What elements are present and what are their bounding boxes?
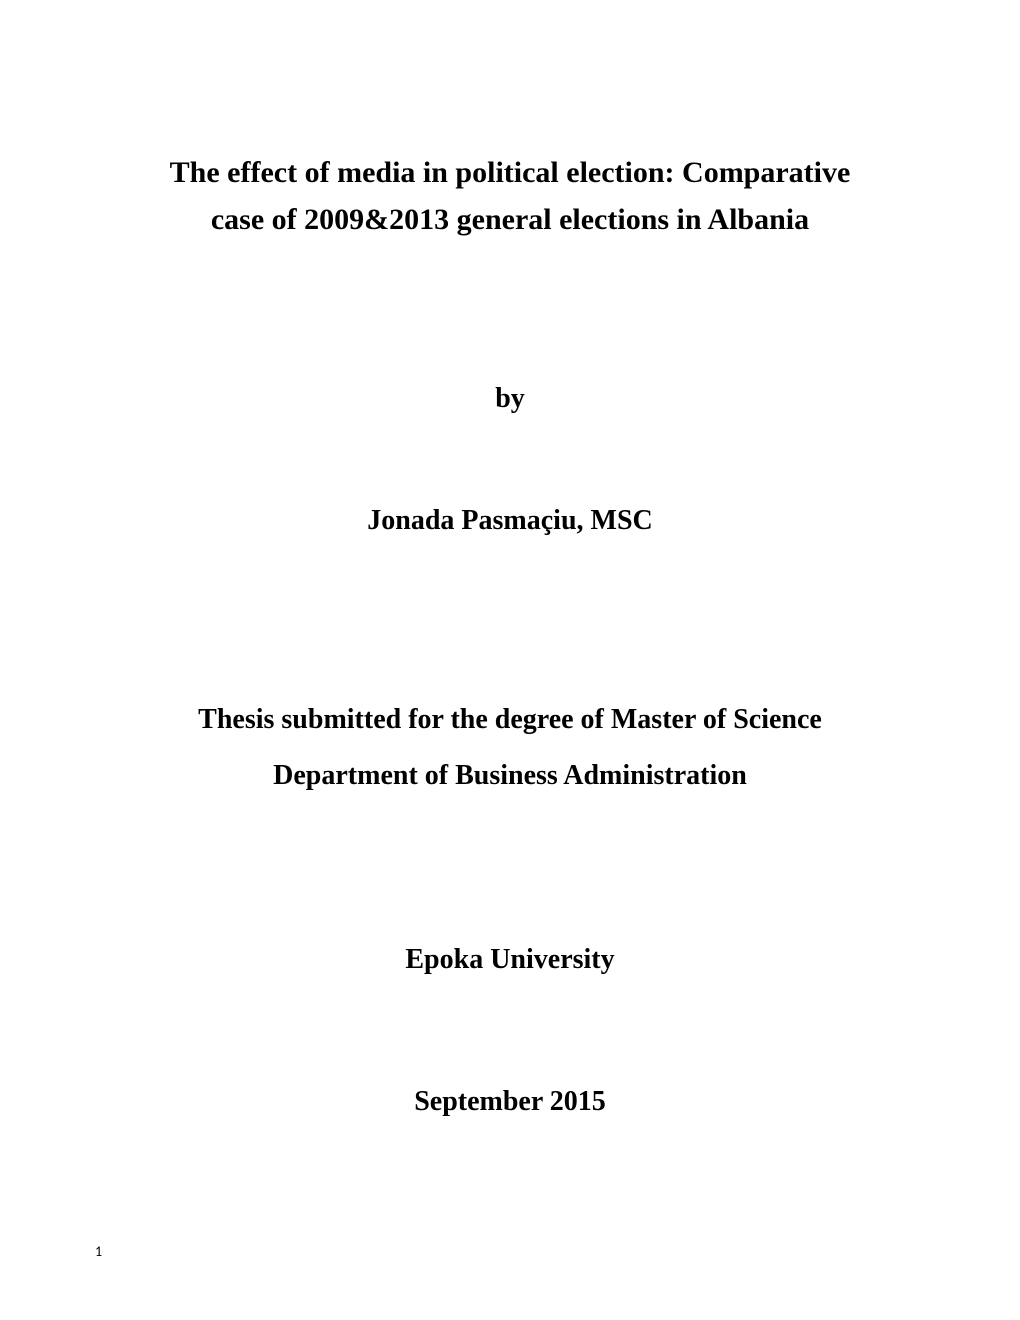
- thesis-submission-block: Thesis submitted for the degree of Maste…: [110, 692, 910, 804]
- author-name: Jonada Pasmaçiu, MSC: [110, 505, 910, 537]
- by-label: by: [110, 383, 910, 415]
- submission-date: September 2015: [110, 1086, 910, 1118]
- university-name: Epoka University: [110, 944, 910, 976]
- thesis-line-1: Thesis submitted for the degree of Maste…: [198, 704, 822, 735]
- title-line-2: case of 2009&2013 general elections in A…: [211, 203, 809, 236]
- page-number: 1: [95, 1243, 102, 1260]
- title-line-1: The effect of media in political electio…: [170, 156, 851, 189]
- thesis-title-page: The effect of media in political electio…: [0, 0, 1020, 1320]
- thesis-line-2: Department of Business Administration: [273, 760, 747, 791]
- thesis-title: The effect of media in political electio…: [110, 150, 910, 243]
